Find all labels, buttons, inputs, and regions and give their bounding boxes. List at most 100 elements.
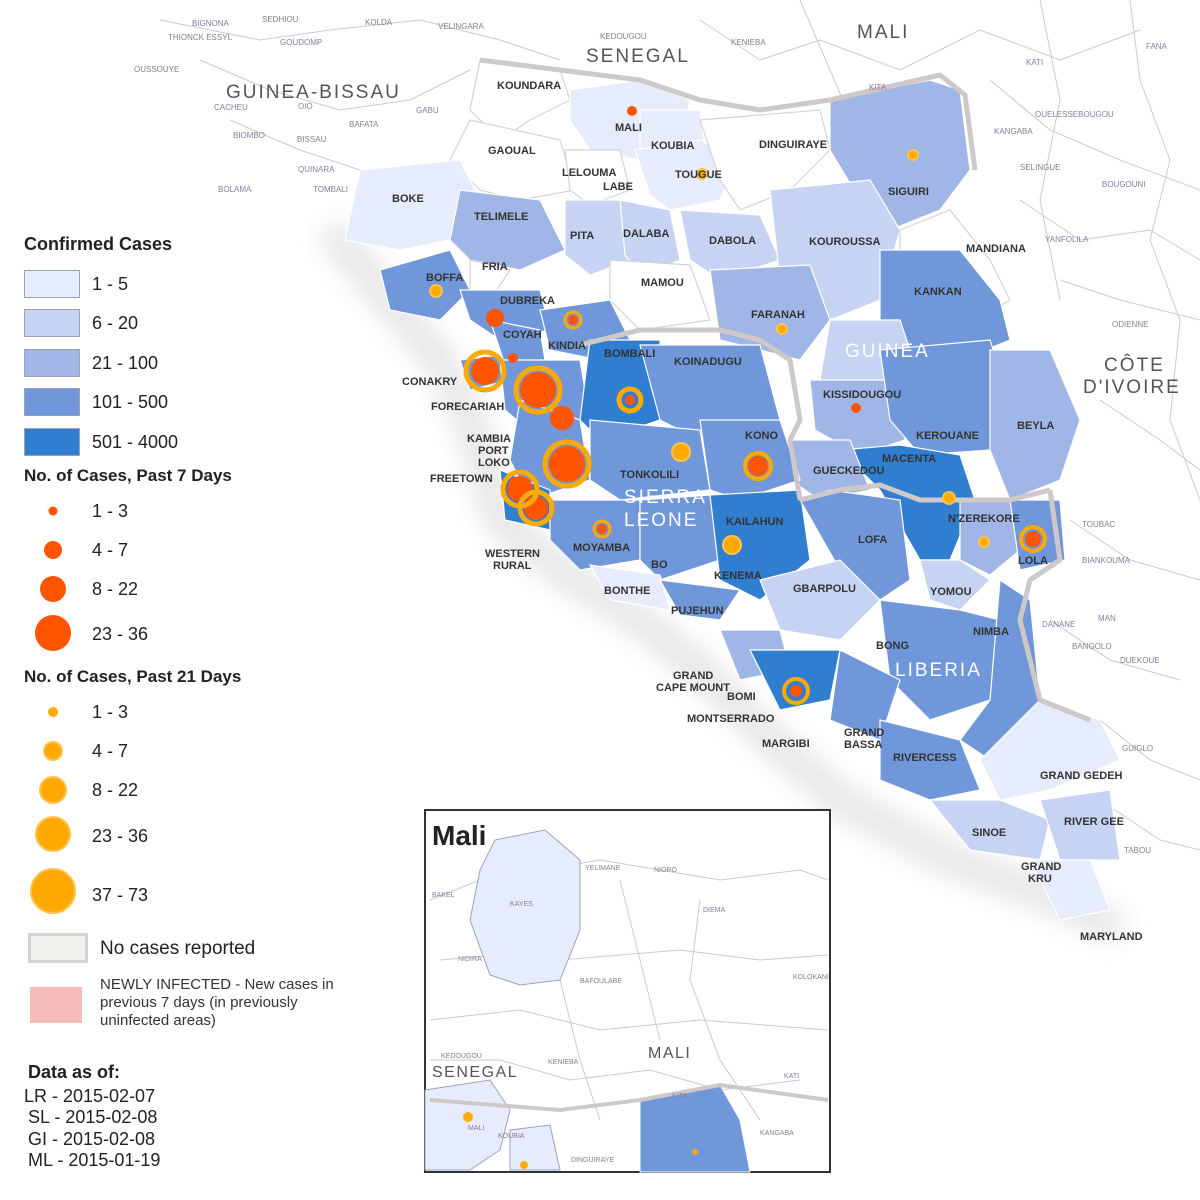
label: KITA (672, 1093, 687, 1100)
label: LOLA (1018, 555, 1048, 567)
label: MACENTA (882, 453, 936, 465)
marker (782, 677, 810, 705)
label: BO (651, 559, 668, 571)
marker (563, 310, 583, 330)
label: DINGUIRAYE (571, 1157, 614, 1164)
label: RIVER GEE (1064, 816, 1124, 828)
label: BONG (876, 640, 909, 652)
marker (942, 491, 956, 505)
marker (513, 365, 563, 415)
label: KONO (745, 430, 778, 442)
marker (550, 406, 574, 430)
country-label-liberia: LIBERIA (895, 660, 982, 681)
marker (520, 372, 556, 408)
marker (722, 535, 742, 555)
label: OIO (298, 102, 313, 111)
label: ODIENNE (1112, 320, 1148, 329)
label: KATI (784, 1073, 799, 1080)
country-label-guinea-bissau: GUINEA-BISSAU (226, 82, 401, 103)
label: BAKEL (432, 892, 455, 899)
label: MONTSERRADO (687, 713, 775, 725)
marker (776, 323, 788, 335)
marker (429, 284, 443, 298)
marker (790, 685, 802, 697)
label: KOUBIA (651, 140, 694, 152)
marker (1025, 531, 1041, 547)
label: KOUNDARA (497, 80, 561, 92)
label: BASSA (844, 739, 883, 751)
label: PUJEHUN (671, 605, 724, 617)
label: QUINARA (298, 165, 335, 174)
label: KEROUANE (916, 430, 979, 442)
label: BOUGOUNI (1102, 180, 1146, 189)
label: KOINADUGU (674, 356, 742, 368)
coast-shadow (320, 221, 1126, 942)
label: SIGUIRI (888, 186, 929, 198)
label: GRAND (1021, 861, 1061, 873)
label: KENIEBA (548, 1059, 579, 1066)
marker (508, 353, 518, 363)
label: GRAND (673, 670, 713, 682)
label: KAYES (510, 901, 533, 908)
label: NIMBA (973, 626, 1009, 638)
label: KEDOUGOU (441, 1053, 482, 1060)
district-labels: KOUNDARA MALI KOUBIA GAOUAL LELOUMA LABE… (392, 80, 1143, 943)
past-7-day-markers (471, 106, 1041, 697)
label: BEYLA (1017, 420, 1054, 432)
marker (507, 476, 533, 502)
label: MANDIANA (966, 243, 1026, 255)
country-label-leone: LEONE (624, 510, 698, 531)
label: MARGIBI (762, 738, 810, 750)
label: PITA (570, 230, 594, 242)
label: BOKE (392, 193, 424, 205)
marker (907, 149, 919, 161)
country-label-sierra: SIERRA (624, 487, 707, 508)
label: DIEMA (703, 907, 726, 914)
country-label-mali: MALI (857, 22, 909, 43)
country-label-guinea: GUINEA (845, 341, 930, 362)
label: GRAND (844, 727, 884, 739)
admin-lines (159, 0, 1200, 851)
inset-title: Mali (432, 820, 486, 851)
marker (696, 168, 708, 180)
inset-country-senegal: SENEGAL (432, 1064, 518, 1081)
label: OUELESSEBOUGOU (1035, 110, 1114, 119)
country-labels: SENEGAL MALI GUINEA-BISSAU GUINEA SIERRA… (226, 22, 1179, 681)
marker (1019, 525, 1047, 553)
label: BIOMBO (233, 131, 265, 140)
label: PORT (478, 445, 509, 457)
label: GOUDOMP (280, 38, 322, 47)
label: KISSIDOUGOU (823, 389, 901, 401)
marker (978, 536, 990, 548)
label: WESTERN (485, 548, 540, 560)
label: BOFFA (426, 272, 463, 284)
label: LOFA (858, 534, 887, 546)
label: VELINGARA (438, 22, 484, 31)
label: KITA (869, 83, 887, 92)
label: KENIEBA (731, 38, 766, 47)
marker (520, 1161, 528, 1169)
label: KOLDA (365, 18, 393, 27)
label: RIVERCESS (893, 752, 957, 764)
label: BIGNONA (192, 19, 230, 28)
label: KANGABA (760, 1130, 794, 1137)
label: FARANAH (751, 309, 805, 321)
label: YANFOLILA (1045, 235, 1089, 244)
mali-inset: Mali SENEGAL MALI YELIMANE NIORO KAYES D… (424, 809, 831, 1173)
label: COYAH (503, 329, 542, 341)
label: GUECKEDOU (813, 465, 885, 477)
label: DUEKOUE (1120, 656, 1160, 665)
label: TOMBALI (313, 185, 348, 194)
label: SINOE (972, 827, 1006, 839)
past-21-day-markers (429, 149, 1047, 705)
label: YOMOU (930, 586, 972, 598)
label: KAMBIA (467, 433, 511, 445)
label: KANGABA (994, 127, 1033, 136)
label: LABE (603, 181, 633, 193)
label: DABOLA (709, 235, 756, 247)
label: FORECARIAH (431, 401, 504, 413)
label: MALI (615, 122, 642, 134)
label: NIDIRA (458, 956, 482, 963)
label: OUSSOUYE (134, 65, 179, 74)
